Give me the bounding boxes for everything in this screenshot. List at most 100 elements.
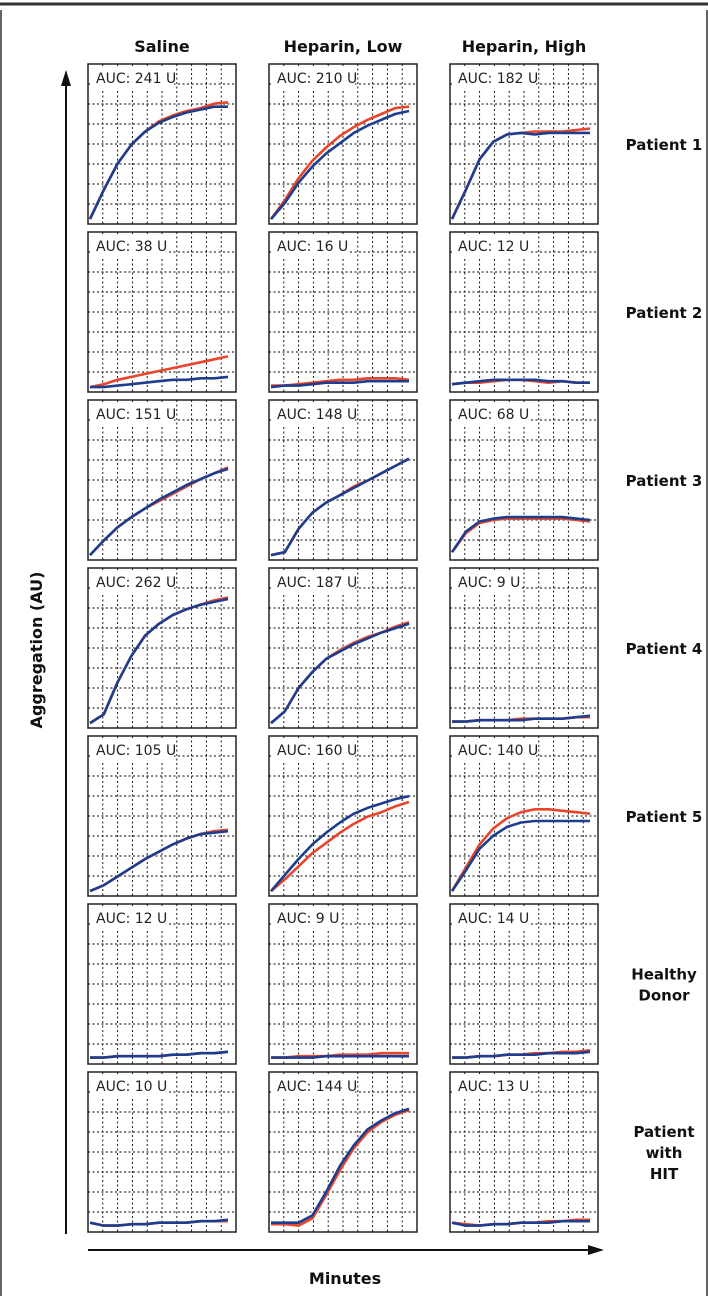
auc-label: AUC: 148 U — [277, 407, 357, 423]
panel: AUC: 151 U — [87, 399, 237, 561]
auc-label-bg — [452, 739, 536, 761]
column-header: Saline — [134, 37, 190, 56]
auc-label-bg — [452, 1075, 529, 1097]
panel: AUC: 13 U — [449, 1071, 599, 1233]
auc-label-bg — [271, 907, 340, 929]
panel: AUC: 140 U — [449, 735, 599, 897]
panel: AUC: 210 U — [268, 63, 418, 225]
series-line-blue — [270, 379, 409, 389]
panel: AUC: 144 U — [268, 1071, 418, 1233]
auc-label: AUC: 12 U — [458, 239, 529, 255]
auc-label: AUC: 9 U — [458, 575, 520, 591]
series-line-red — [269, 105, 410, 220]
series-line-blue — [270, 457, 410, 557]
panel: AUC: 9 U — [449, 567, 599, 729]
series-line-blue — [90, 1050, 229, 1059]
panel: AUC: 14 U — [449, 903, 599, 1065]
panel: AUC: 262 U — [87, 567, 237, 729]
auc-label: AUC: 13 U — [458, 1079, 529, 1095]
auc-label-bg — [90, 67, 174, 89]
series-line-blue — [452, 1050, 591, 1059]
y-axis-arrowhead — [61, 70, 71, 86]
auc-label-bg — [271, 739, 355, 761]
panel: AUC: 10 U — [87, 1071, 237, 1233]
auc-label-bg — [452, 571, 521, 593]
panel: AUC: 16 U — [268, 231, 418, 393]
series-line-blue — [271, 1107, 410, 1224]
panel: AUC: 160 U — [268, 735, 418, 897]
series-line-blue — [450, 515, 591, 553]
y-axis-label: Aggregation (AU) — [27, 572, 46, 729]
auc-label-bg — [271, 235, 348, 257]
series-line-red — [271, 1109, 410, 1227]
series-line-blue — [88, 105, 228, 220]
row-label: Patient 3 — [626, 472, 703, 490]
auc-label: AUC: 140 U — [458, 743, 538, 759]
panel: AUC: 12 U — [87, 903, 237, 1065]
auc-label: AUC: 160 U — [277, 743, 357, 759]
auc-label: AUC: 16 U — [277, 239, 348, 255]
row-label: Donor — [638, 987, 690, 1005]
auc-label-bg — [90, 1075, 167, 1097]
series-line-blue — [270, 109, 410, 220]
panel: AUC: 182 U — [449, 63, 599, 225]
auc-label: AUC: 14 U — [458, 911, 529, 927]
series-line-blue — [271, 1054, 409, 1059]
series-line-blue — [270, 794, 410, 892]
auc-label: AUC: 241 U — [96, 71, 176, 87]
series-line-blue — [89, 467, 229, 556]
row-label: Patient — [633, 1123, 694, 1141]
auc-label: AUC: 10 U — [96, 1079, 167, 1095]
series-line-blue — [452, 714, 591, 723]
row-label: with — [646, 1144, 683, 1162]
auc-label: AUC: 187 U — [277, 575, 357, 591]
auc-label: AUC: 12 U — [96, 911, 167, 927]
auc-label-bg — [90, 235, 167, 257]
series-line-blue — [90, 375, 229, 389]
series-line-red — [89, 355, 229, 389]
auc-label: AUC: 144 U — [277, 1079, 357, 1095]
row-label: Healthy — [631, 966, 697, 984]
series-line-blue — [270, 622, 410, 725]
row-label: Patient 5 — [626, 808, 703, 826]
auc-label-bg — [90, 907, 167, 929]
panel: AUC: 148 U — [268, 399, 418, 561]
series-line-blue — [89, 1218, 229, 1227]
row-label: HIT — [650, 1165, 679, 1183]
auc-label: AUC: 68 U — [458, 407, 529, 423]
x-axis-arrowhead — [588, 1245, 604, 1255]
auc-label-bg — [452, 403, 529, 425]
panel: AUC: 38 U — [87, 231, 237, 393]
panel: AUC: 9 U — [268, 903, 418, 1065]
auc-label: AUC: 105 U — [96, 743, 176, 759]
auc-label-bg — [452, 67, 536, 89]
panel: AUC: 187 U — [268, 567, 418, 729]
auc-label: AUC: 182 U — [458, 71, 538, 87]
panel: AUC: 68 U — [449, 399, 599, 561]
auc-label: AUC: 38 U — [96, 239, 167, 255]
auc-label-bg — [271, 403, 355, 425]
series-line-blue — [450, 131, 590, 220]
auc-label: AUC: 262 U — [96, 575, 176, 591]
series-line-blue — [89, 597, 229, 725]
auc-label-bg — [90, 739, 174, 761]
column-header: Heparin, Low — [284, 37, 403, 56]
panel: AUC: 105 U — [87, 735, 237, 897]
series-line-blue — [89, 829, 229, 893]
row-label: Patient 4 — [626, 640, 703, 658]
auc-label-bg — [271, 1075, 355, 1097]
column-header: Heparin, High — [462, 37, 587, 56]
series-line-blue — [451, 1219, 590, 1227]
row-label: Patient 1 — [626, 136, 703, 154]
auc-label: AUC: 210 U — [277, 71, 357, 87]
series-line-red — [450, 808, 591, 892]
auc-label-bg — [452, 907, 529, 929]
auc-label-bg — [271, 571, 355, 593]
auc-label: AUC: 9 U — [277, 911, 339, 927]
series-line-red — [270, 800, 410, 893]
panel: AUC: 12 U — [449, 231, 599, 393]
auc-label: AUC: 151 U — [96, 407, 176, 423]
auc-label-bg — [452, 235, 529, 257]
series-line-blue — [450, 819, 590, 892]
